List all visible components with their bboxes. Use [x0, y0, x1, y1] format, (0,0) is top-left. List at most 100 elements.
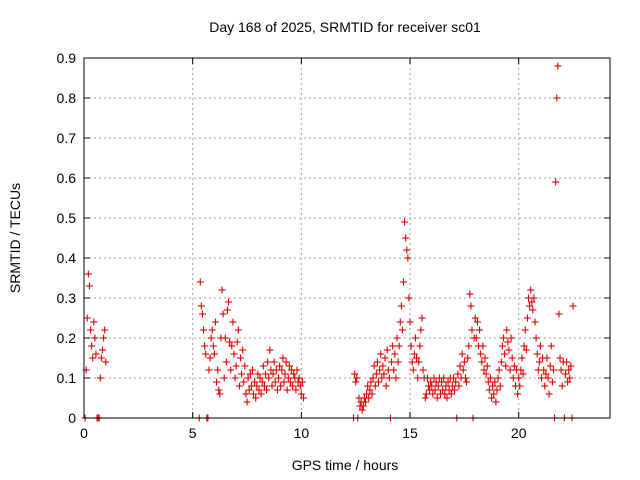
data-point [401, 218, 409, 226]
data-point [517, 366, 525, 374]
data-point [553, 94, 561, 102]
data-point [96, 374, 104, 382]
data-point [461, 374, 469, 382]
data-point [218, 286, 226, 294]
data-point [485, 386, 493, 394]
data-point [501, 350, 509, 358]
data-point [205, 366, 213, 374]
data-point [202, 350, 210, 358]
data-point [245, 386, 253, 394]
data-point [533, 350, 541, 358]
x-axis-ticks: 0 5 10 15 20 [80, 58, 527, 441]
data-point [281, 370, 289, 378]
data-point [532, 334, 540, 342]
data-point [499, 334, 507, 342]
data-point [381, 354, 389, 362]
data-point [210, 350, 218, 358]
data-point [254, 370, 262, 378]
data-point [282, 358, 290, 366]
data-point [545, 390, 553, 398]
data-point [531, 318, 539, 326]
data-point [450, 374, 458, 382]
data-point [379, 362, 387, 370]
chart-title: Day 168 of 2025, SRMTID for receiver sc0… [209, 19, 481, 35]
data-point [472, 334, 480, 342]
data-point [377, 350, 385, 358]
data-point [258, 378, 266, 386]
data-point [542, 370, 550, 378]
data-point [561, 370, 569, 378]
data-point [253, 382, 261, 390]
data-point [458, 350, 466, 358]
data-point [297, 390, 305, 398]
data-point [429, 390, 437, 398]
data-point [368, 390, 376, 398]
data-point [251, 378, 259, 386]
data-point [508, 354, 516, 362]
data-point [242, 390, 250, 398]
data-point [280, 378, 288, 386]
data-point [87, 326, 95, 334]
data-point [268, 382, 276, 390]
data-point [261, 370, 269, 378]
data-point [456, 362, 464, 370]
data-point [465, 342, 473, 350]
data-point [454, 370, 462, 378]
data-point [300, 394, 308, 402]
data-point [441, 390, 449, 398]
data-point [393, 334, 401, 342]
data-point [250, 390, 258, 398]
data-point [265, 374, 273, 382]
data-point [515, 374, 523, 382]
data-point [490, 390, 498, 398]
data-point [298, 378, 306, 386]
data-point [225, 298, 233, 306]
data-point [273, 386, 281, 394]
data-point [492, 398, 500, 406]
data-point [212, 318, 219, 326]
data-point [482, 370, 490, 378]
data-point [434, 382, 442, 390]
data-point [417, 326, 425, 334]
data-point [371, 382, 379, 390]
data-point [246, 370, 254, 378]
x-tick-label: 0 [80, 425, 88, 441]
data-point [285, 362, 293, 370]
data-point [411, 334, 419, 342]
data-point [455, 382, 463, 390]
data-point [510, 362, 518, 370]
data-point [226, 338, 234, 346]
data-point [405, 294, 413, 302]
data-point [404, 254, 412, 262]
data-point [391, 350, 399, 358]
data-point [428, 382, 436, 390]
data-point [213, 378, 221, 386]
data-point [279, 354, 287, 362]
data-point [557, 366, 565, 374]
y-tick-label: 0 [68, 410, 76, 426]
data-point [414, 374, 422, 382]
y-tick-label: 0.1 [57, 370, 77, 386]
data-point [521, 326, 529, 334]
data-point [388, 358, 396, 366]
data-point [402, 234, 410, 242]
data-point [275, 374, 283, 382]
data-point [90, 318, 98, 326]
data-point [518, 354, 526, 362]
data-point [277, 382, 285, 390]
data-point [259, 362, 267, 370]
data-point [197, 302, 205, 310]
data-point [364, 382, 372, 390]
data-point [375, 378, 383, 386]
data-point [530, 294, 538, 302]
data-point [380, 370, 388, 378]
data-point [270, 358, 278, 366]
data-point [489, 382, 497, 390]
data-point [223, 306, 231, 314]
data-point [102, 358, 110, 366]
data-point [367, 378, 375, 386]
data-point [477, 350, 485, 358]
data-point [370, 362, 378, 370]
y-tick-label: 0.4 [57, 250, 77, 266]
